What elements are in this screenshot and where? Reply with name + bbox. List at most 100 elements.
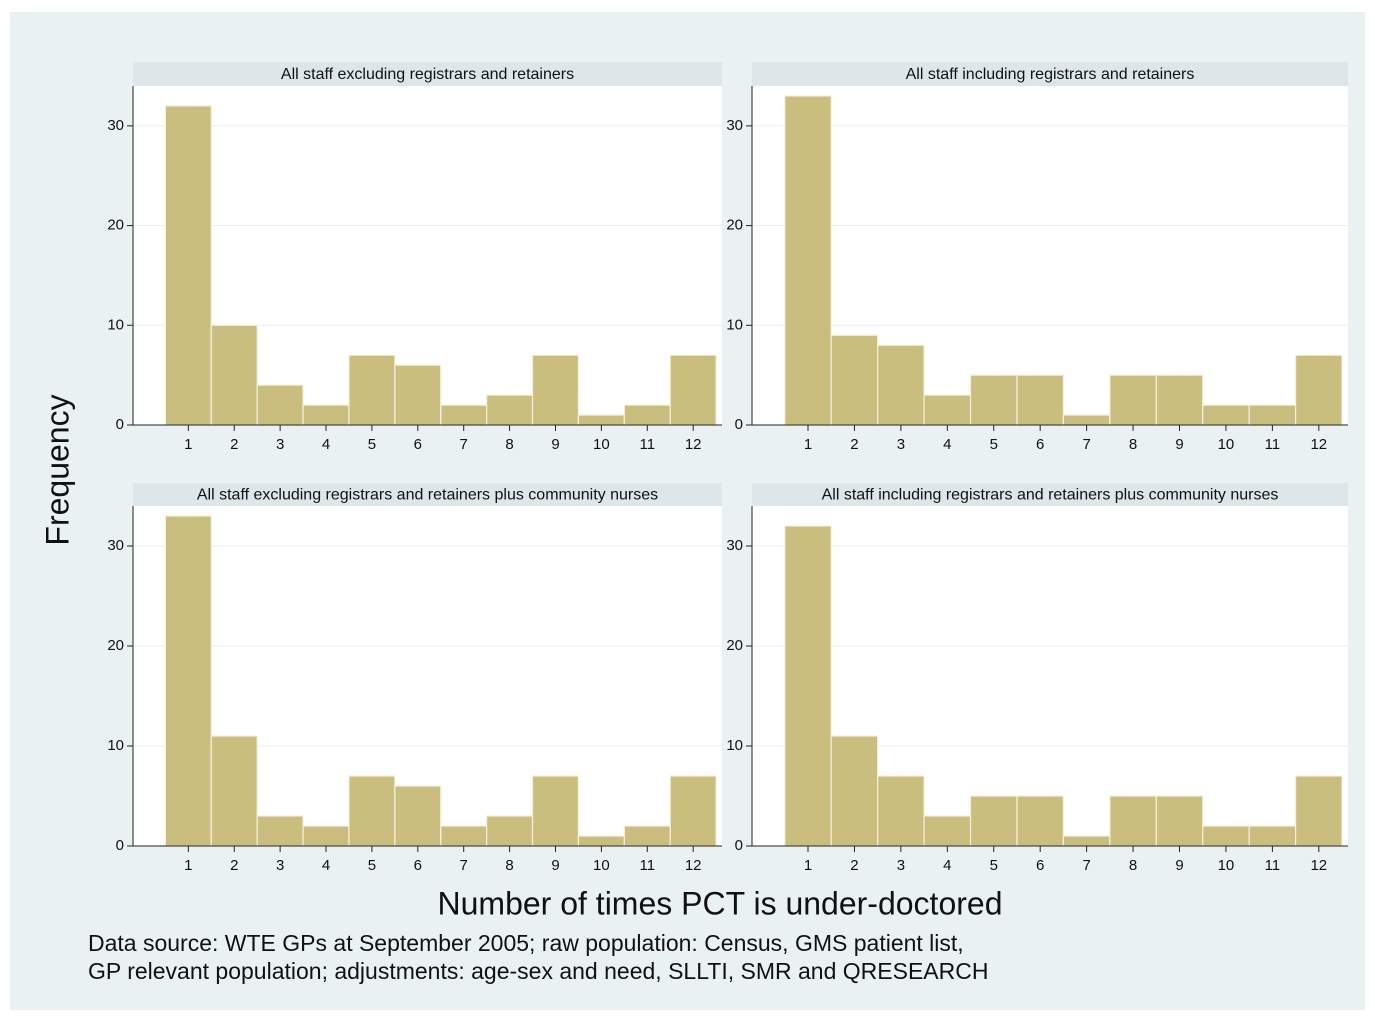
bar [1202, 404, 1250, 426]
x-tick-label: 7 [460, 857, 468, 874]
bar [210, 735, 258, 847]
y-tick-label: 0 [116, 416, 124, 433]
bar [1016, 374, 1065, 426]
bar [1155, 374, 1204, 426]
x-tick-label: 6 [414, 857, 422, 874]
x-tick-label: 9 [551, 857, 559, 874]
x-tick-label: 4 [322, 436, 330, 453]
y-tick-label: 20 [107, 217, 124, 234]
bar [784, 525, 832, 847]
y-tick-label: 30 [726, 537, 743, 554]
x-tick-label: 10 [593, 436, 610, 453]
x-tick-label: 4 [322, 857, 330, 874]
y-tick-label: 0 [735, 416, 743, 433]
bar [394, 785, 442, 847]
bar [577, 414, 625, 426]
panel-strip [133, 483, 722, 506]
bar [669, 775, 717, 847]
bar [830, 735, 879, 847]
x-tick-label: 10 [1218, 436, 1235, 453]
x-tick-label: 3 [276, 857, 284, 874]
panel-title: All staff including registrars and retai… [906, 66, 1195, 83]
bar [394, 364, 442, 426]
bar [969, 795, 1018, 847]
y-tick-label: 10 [107, 737, 124, 754]
x-tick-label: 4 [943, 857, 951, 874]
bar [302, 404, 350, 426]
x-tick-label: 5 [990, 857, 998, 874]
bar [440, 825, 488, 847]
y-tick-label: 10 [107, 316, 124, 333]
panel-strip [133, 62, 722, 86]
bar [1062, 835, 1111, 847]
y-tick-label: 20 [726, 217, 743, 234]
panel-title: All staff including registrars and retai… [822, 487, 1279, 504]
bar [1202, 825, 1250, 847]
bar [164, 105, 212, 426]
y-tick-label: 0 [735, 837, 743, 854]
bar [256, 815, 304, 847]
x-tick-label: 5 [990, 436, 998, 453]
x-tick-label: 10 [593, 857, 610, 874]
bar [302, 825, 350, 847]
x-tick-label: 11 [1265, 436, 1281, 453]
x-tick-label: 8 [505, 436, 513, 453]
bar [210, 324, 258, 426]
panel-title: All staff excluding registrars and retai… [281, 66, 574, 83]
y-tick-label: 10 [726, 316, 743, 333]
bar [440, 404, 488, 426]
bar [1016, 795, 1065, 847]
bar [1109, 374, 1157, 426]
x-tick-label: 3 [897, 436, 905, 453]
panel-title: All staff excluding registrars and retai… [197, 487, 658, 504]
bar [1109, 795, 1157, 847]
x-tick-label: 9 [551, 436, 559, 453]
bar [348, 354, 396, 426]
y-tick-label: 30 [726, 117, 743, 134]
x-tick-label: 6 [1036, 857, 1044, 874]
y-tick-label: 30 [107, 117, 124, 134]
x-tick-label: 3 [276, 436, 284, 453]
bar [877, 775, 925, 847]
x-tick-label: 9 [1175, 436, 1183, 453]
x-tick-label: 2 [230, 436, 238, 453]
x-tick-label: 12 [1310, 857, 1327, 874]
bar [486, 394, 534, 426]
x-tick-label: 12 [1310, 436, 1327, 453]
x-tick-label: 2 [850, 857, 858, 874]
x-tick-label: 1 [804, 436, 812, 453]
x-axis-title: Number of times PCT is under-doctored [438, 885, 1003, 921]
bar [623, 404, 671, 426]
x-tick-label: 7 [460, 436, 468, 453]
y-axis-title: Frequency [39, 394, 75, 545]
note: Data source: WTE GPs at September 2005; … [88, 930, 964, 956]
x-tick-label: 11 [1265, 857, 1281, 874]
bar [923, 815, 972, 847]
y-tick-label: 0 [116, 837, 124, 854]
bar [164, 515, 212, 847]
bar [1155, 795, 1204, 847]
bar [486, 815, 534, 847]
x-tick-label: 1 [184, 857, 192, 874]
bar [256, 384, 304, 426]
bar [784, 95, 832, 426]
y-tick-label: 20 [107, 637, 124, 654]
bar [969, 374, 1018, 426]
x-tick-label: 6 [414, 436, 422, 453]
bar [531, 775, 580, 847]
x-tick-label: 7 [1082, 857, 1090, 874]
panel-strip [752, 62, 1348, 86]
x-tick-label: 9 [1175, 857, 1183, 874]
bar [623, 825, 671, 847]
bar [577, 835, 625, 847]
bar [1295, 354, 1343, 426]
x-tick-label: 12 [685, 857, 702, 874]
x-tick-label: 8 [1129, 857, 1137, 874]
bar [923, 394, 972, 426]
x-tick-label: 8 [505, 857, 513, 874]
x-tick-label: 2 [850, 436, 858, 453]
y-tick-label: 30 [107, 537, 124, 554]
x-tick-label: 3 [897, 857, 905, 874]
y-tick-label: 10 [726, 737, 743, 754]
